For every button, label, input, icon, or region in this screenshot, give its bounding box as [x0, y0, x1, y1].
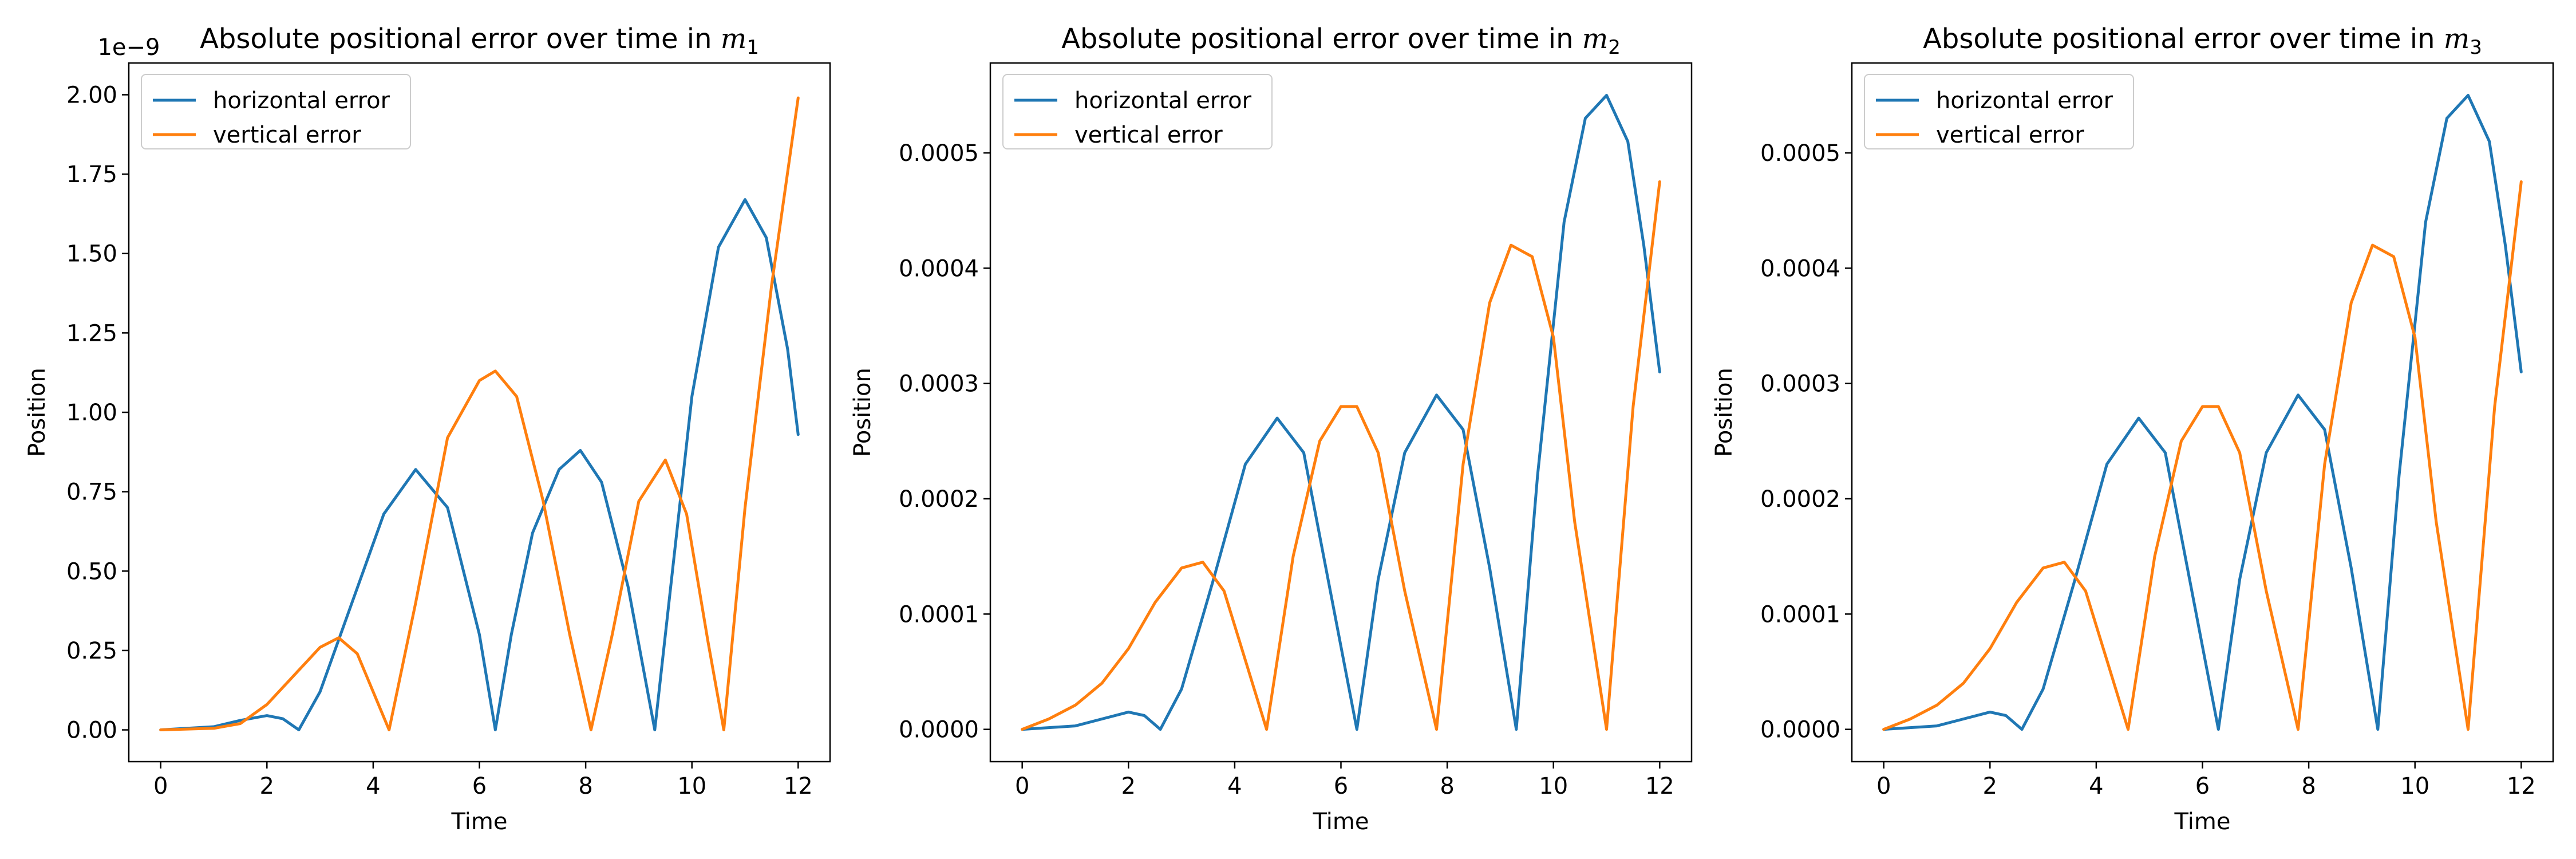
- y-tick-label: 0.0003: [899, 371, 979, 397]
- chart-title-text: Absolute positional error over time in: [1923, 23, 2444, 55]
- y-tick-label: 0.75: [66, 479, 117, 506]
- x-tick-label: 6: [472, 773, 487, 799]
- series-line-horizontal-error: [159, 198, 800, 731]
- series-line-vertical-error: [1021, 180, 1661, 731]
- x-tick-label: 4: [2089, 773, 2103, 799]
- y-tick-label: 0.0005: [1760, 140, 1840, 167]
- series-line-vertical-error: [159, 96, 800, 731]
- x-axis-title: Time: [451, 809, 508, 835]
- y-tick-label: 0.0002: [899, 486, 979, 513]
- x-tick-label: 2: [260, 773, 274, 799]
- chart-title-subscript-digit: 3: [2470, 36, 2482, 59]
- chart-title-subscript: m: [2444, 23, 2470, 55]
- y-tick-label: 0.0002: [1760, 486, 1840, 513]
- x-tick-label: 12: [2507, 773, 2536, 799]
- series-line-horizontal-error: [1882, 93, 2523, 731]
- x-tick-label: 8: [2301, 773, 2316, 799]
- y-tick-label: 0.0004: [1760, 255, 1840, 282]
- legend: horizontal error vertical error: [1864, 74, 2134, 149]
- chart-title-text: Absolute positional error over time in: [200, 23, 721, 55]
- legend-label: vertical error: [1074, 122, 1223, 148]
- chart-title-text: Absolute positional error over time in: [1061, 23, 1582, 55]
- x-tick-label: 10: [2400, 773, 2429, 799]
- y-tick-label: 0.50: [66, 558, 117, 585]
- legend-label: vertical error: [213, 122, 361, 148]
- chart-panel-1: 0 2 4 6 8 10 12 0.00 0.25 0.50 0.75 1.00 1.25 1.50 1.7…: [24, 23, 831, 835]
- x-tick-label: 10: [1539, 773, 1568, 799]
- chart-title-subscript-digit: 2: [1608, 36, 1621, 59]
- y-tick-label: 0.0005: [899, 140, 979, 167]
- y-tick-label: 1.00: [66, 400, 117, 426]
- y-tick-label: 0.0004: [899, 255, 979, 282]
- x-axis-title: Time: [2174, 809, 2231, 835]
- x-tick-label: 12: [784, 773, 813, 799]
- x-tick-label: 8: [1440, 773, 1454, 799]
- y-tick-label: 1.50: [66, 241, 117, 267]
- x-tick-label: 12: [1645, 773, 1674, 799]
- x-tick-label: 2: [1121, 773, 1136, 799]
- y-tick-label: 1.25: [66, 320, 117, 346]
- y-tick-label: 0.0003: [1760, 371, 1840, 397]
- x-tick-label: 0: [1015, 773, 1029, 799]
- y-tick-label: 2.00: [66, 82, 117, 108]
- legend-box: [1864, 74, 2134, 149]
- x-tick-label: 4: [366, 773, 380, 799]
- y-tick-label: 1.75: [66, 161, 117, 188]
- x-tick-label: 0: [153, 773, 168, 799]
- legend-label: horizontal error: [1936, 88, 2113, 114]
- legend-label: horizontal error: [213, 88, 390, 114]
- x-tick-label: 6: [2195, 773, 2210, 799]
- series-line-horizontal-error: [1021, 93, 1661, 731]
- chart-title-subscript: m: [721, 23, 747, 55]
- y-tick-label: 0.0000: [899, 717, 979, 743]
- legend: horizontal error vertical error: [141, 74, 411, 149]
- chart-title: Absolute positional error over time in m…: [1061, 23, 1621, 59]
- chart-title: Absolute positional error over time in m…: [200, 23, 759, 59]
- y-tick-label: 0.0000: [1760, 717, 1840, 743]
- chart-title-subscript: m: [1582, 23, 1609, 55]
- series-line-vertical-error: [1882, 180, 2523, 731]
- chart-panel-2: 0 2 4 6 8 10 12 0.0000 0.0001 0.0002 0.0003 0.0004 0…: [850, 23, 1693, 835]
- x-tick-label: 4: [1227, 773, 1242, 799]
- y-axis-title: Position: [24, 368, 50, 457]
- legend-box: [141, 74, 411, 149]
- chart-title-subscript-digit: 1: [746, 36, 759, 59]
- x-tick-label: 2: [1983, 773, 1997, 799]
- legend: horizontal error vertical error: [1002, 74, 1273, 149]
- x-axis-title: Time: [1313, 809, 1369, 835]
- y-axis-title: Position: [850, 368, 876, 457]
- y-tick-label: 0.0001: [899, 601, 979, 628]
- y-tick-label: 0.25: [66, 638, 117, 664]
- chart-title: Absolute positional error over time in m…: [1923, 23, 2482, 59]
- legend-label: horizontal error: [1074, 88, 1252, 114]
- panels: 0 2 4 6 8 10 120.000.250.500.751.001.251.501.7…: [24, 23, 2554, 835]
- x-tick-label: 0: [1876, 773, 1891, 799]
- y-tick-label: 0.0001: [1760, 601, 1840, 628]
- legend-box: [1002, 74, 1273, 149]
- x-tick-label: 8: [578, 773, 592, 799]
- chart-panel-3: 0 2 4 6 8 10 12 0.0000 0.0001 0.0002 0.0003 0.0004 0…: [1711, 23, 2554, 835]
- x-tick-label: 6: [1334, 773, 1348, 799]
- legend-label: vertical error: [1936, 122, 2084, 148]
- y-tick-label: 0.00: [66, 718, 117, 744]
- x-tick-label: 10: [677, 773, 706, 799]
- y-offset-label: 1e−9: [97, 34, 160, 61]
- y-axis-title: Position: [1711, 368, 1737, 457]
